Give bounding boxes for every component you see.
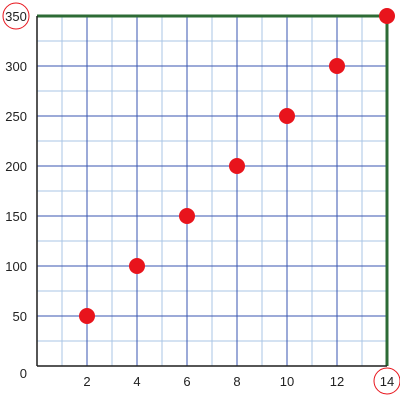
minor-grid <box>37 16 387 366</box>
y-tick-label: 100 <box>5 259 27 274</box>
x-tick-label: 12 <box>330 374 344 389</box>
x-tick-label: 6 <box>183 374 190 389</box>
x-tick-highlight-circle <box>373 367 400 395</box>
y-tick-label: 0 <box>20 366 27 381</box>
data-point <box>329 58 345 74</box>
data-point <box>379 8 395 24</box>
major-grid <box>37 16 387 366</box>
y-tick-highlight-circle <box>2 2 30 30</box>
tick-labels: 0 50 100 150 200 250 300 350 2 4 6 8 10 12 14 <box>2 2 400 395</box>
y-tick-label: 350 <box>5 9 27 24</box>
x-tick-label: 4 <box>133 374 140 389</box>
data-point <box>129 258 145 274</box>
x-tick-label: 10 <box>280 374 294 389</box>
axes <box>36 16 387 367</box>
y-tick-label: 250 <box>5 109 27 124</box>
y-tick-label: 300 <box>5 59 27 74</box>
data-point <box>279 108 295 124</box>
x-tick-label: 14 <box>380 374 394 389</box>
chart-frame <box>37 14 389 366</box>
x-tick-label: 8 <box>233 374 240 389</box>
y-tick-label: 200 <box>5 159 27 174</box>
x-tick-label: 2 <box>83 374 90 389</box>
data-point <box>79 308 95 324</box>
y-tick-label: 150 <box>5 209 27 224</box>
y-tick-label: 50 <box>13 309 27 324</box>
data-points <box>79 8 395 324</box>
data-point <box>229 158 245 174</box>
data-point <box>179 208 195 224</box>
